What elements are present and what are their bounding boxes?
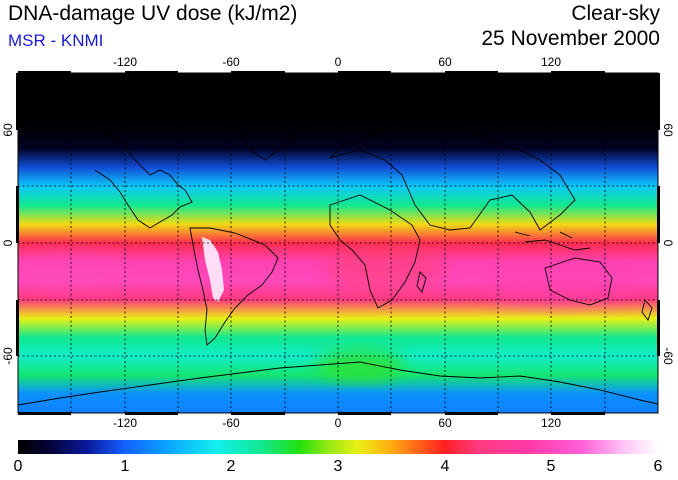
antarctic-green-patch xyxy=(315,349,405,381)
lat-tick-left-3: -60 xyxy=(1,347,15,365)
frame-bar-bottom-2 xyxy=(125,412,178,415)
colorbar-tick-0: 0 xyxy=(13,458,23,475)
antarctica-coast xyxy=(18,361,658,406)
lon-tick-top-5: 120 xyxy=(541,55,561,69)
frame-bar-right-1 xyxy=(657,73,660,130)
lon-tick-bottom-4: 60 xyxy=(438,416,452,430)
frame-bar-top-5 xyxy=(445,71,498,74)
frame-bars xyxy=(16,71,660,415)
colorbar-tick-3: 3 xyxy=(333,458,343,475)
lat-tick-left-1: 60 xyxy=(1,123,15,137)
frame-bar-left-1 xyxy=(16,73,19,130)
colorbar-tick-6: 6 xyxy=(653,458,663,475)
frame-bar-left-3 xyxy=(16,300,19,356)
north-america-coast xyxy=(18,124,193,229)
andes-maximum xyxy=(202,237,224,302)
indonesia-islands xyxy=(514,231,591,251)
pacific-high xyxy=(18,250,130,290)
new-zealand-coast xyxy=(641,299,653,321)
frame-bar-left-2 xyxy=(16,186,19,243)
lon-tick-top-2: -60 xyxy=(222,55,240,69)
frame-bar-bottom-3 xyxy=(231,412,285,415)
frame-bar-bottom-5 xyxy=(445,412,498,415)
colorbar-tick-5: 5 xyxy=(546,458,556,475)
colorbar xyxy=(18,440,658,454)
colorbar-tick-2: 2 xyxy=(226,458,236,475)
gridlines xyxy=(18,73,658,413)
frame-bar-bottom-1 xyxy=(18,412,71,415)
dose-anomalies xyxy=(18,237,640,381)
colorbar-tick-4: 4 xyxy=(440,458,450,475)
lon-tick-bottom-1: -120 xyxy=(113,416,137,430)
south-america-coast xyxy=(189,227,279,346)
lat-tick-left-2: 0 xyxy=(1,239,15,246)
australia-high xyxy=(480,263,640,307)
frame-bar-top-4 xyxy=(338,71,391,74)
madagascar-coast xyxy=(416,271,427,293)
eurasia-coast xyxy=(328,124,576,231)
map-title: DNA-damage UV dose (kJ/m2) xyxy=(8,2,298,25)
lon-tick-bottom-5: 120 xyxy=(541,416,561,430)
australia-coast xyxy=(544,257,613,306)
lon-tick-bottom-2: -60 xyxy=(222,416,240,430)
lat-tick-right-1: 60 xyxy=(661,123,675,137)
frame-bar-right-2 xyxy=(657,186,660,243)
frame-bar-top-2 xyxy=(125,71,178,74)
data-source-label: MSR - KNMI xyxy=(8,31,104,50)
lon-tick-top-1: -120 xyxy=(113,55,137,69)
lon-tick-top-3: 0 xyxy=(335,55,342,69)
lat-tick-right-2: 0 xyxy=(661,240,675,247)
lat-tick-right-3: -60 xyxy=(661,347,675,365)
frame-bar-right-3 xyxy=(657,300,660,356)
date-label: 25 November 2000 xyxy=(481,27,660,50)
frame-bar-bottom-6 xyxy=(551,412,605,415)
frame-bar-bottom-4 xyxy=(338,412,391,415)
tick-labels: -120 -60 0 60 120 -120 -60 0 60 120 60 0… xyxy=(1,55,675,430)
frame-bar-top-6 xyxy=(551,71,605,74)
frame-bar-top-1 xyxy=(18,71,71,74)
frame-bar-top-3 xyxy=(231,71,285,74)
lon-tick-bottom-3: 0 xyxy=(335,416,342,430)
lon-tick-top-4: 60 xyxy=(438,55,452,69)
africa-high xyxy=(325,246,445,290)
colorbar-tick-1: 1 xyxy=(120,458,130,475)
sky-condition-label: Clear-sky xyxy=(571,2,660,25)
